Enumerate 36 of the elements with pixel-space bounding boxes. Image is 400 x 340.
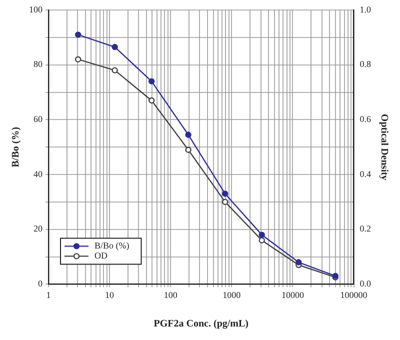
y-tick-label: 100 xyxy=(29,4,43,14)
legend-label: B/Bo (%) xyxy=(94,240,130,251)
y2-tick-label: 0.2 xyxy=(360,224,371,234)
y2-axis-title: Optical Density xyxy=(378,114,390,180)
y-tick-label: 80 xyxy=(34,59,43,70)
x-tick-label: 10 xyxy=(105,290,115,300)
point xyxy=(258,237,265,244)
legend-label: OD xyxy=(94,250,108,261)
y2-tick-label: 0.6 xyxy=(360,114,372,124)
y-tick-label: 0 xyxy=(38,278,43,289)
x-tick-label: 1 xyxy=(46,290,51,300)
point xyxy=(74,32,82,38)
point xyxy=(74,56,82,62)
y-axis-title: B/Bo (%) xyxy=(10,126,22,168)
x-tick-label: 100 xyxy=(164,290,178,300)
x-tick-label: 10000 xyxy=(281,290,304,300)
y2-tick-label: 0.4 xyxy=(360,168,372,179)
point xyxy=(148,97,155,104)
point xyxy=(112,44,118,50)
point xyxy=(222,198,228,206)
point xyxy=(185,132,192,138)
y2-tick-label: 1.0 xyxy=(360,4,372,14)
x-axis-title: PGF2a Conc. (pg/mL) xyxy=(154,318,248,330)
y2-tick-label: 0.8 xyxy=(360,59,372,70)
y2-tick-label: 0.0 xyxy=(360,278,372,289)
y-tick-label: 40 xyxy=(34,168,43,179)
x-tick-label: 1000 xyxy=(222,290,242,300)
point xyxy=(148,78,155,84)
y-tick-label: 20 xyxy=(34,224,43,234)
y-tick-label: 60 xyxy=(34,114,43,124)
x-tick-label: 100000 xyxy=(340,290,368,300)
point xyxy=(258,232,265,238)
point xyxy=(112,67,118,74)
point xyxy=(296,259,302,266)
point xyxy=(185,146,192,153)
point xyxy=(222,190,228,197)
